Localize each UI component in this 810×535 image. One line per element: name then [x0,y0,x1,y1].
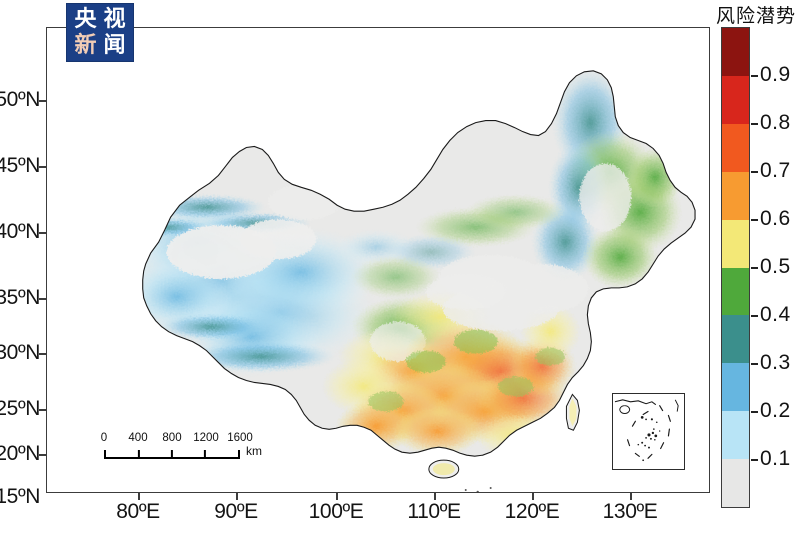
y-axis-label-30n: 30ºN [0,341,40,364]
logo-char-shi: 视 [103,7,126,32]
scale-bar-ruler [104,450,240,459]
y-axis-label-15n: 15ºN [0,485,40,508]
scale-bar-label-1200: 1200 [193,432,219,444]
colorbar-tick-03 [751,363,758,365]
colorbar-tick-06 [751,219,758,221]
y-axis-label-50n: 50ºN [0,88,40,111]
colorbar-swatch-6 [722,315,749,364]
scale-bar-tick-400 [137,450,141,459]
colorbar-label-07: 0.7 [760,159,791,182]
x-axis-label-80e: 80ºE [116,500,160,523]
y-tick-50n [39,100,46,102]
colorbar-tick-05 [751,267,758,269]
colorbar-swatch-1 [722,75,749,124]
x-tick-80e [138,493,140,500]
x-axis-label-90e: 90ºE [214,500,258,523]
colorbar-tick-09 [751,75,758,77]
colorbar-title: 风险潜势 [716,5,797,27]
colorbar-label-06: 0.6 [760,207,791,230]
y-axis-label-20n: 20ºN [0,442,40,465]
colorbar-swatch-8 [722,411,749,460]
colorbar-label-03: 0.3 [760,351,791,374]
south-china-sea-inset [612,393,685,470]
colorbar [721,27,750,508]
colorbar-label-05: 0.5 [760,255,791,278]
x-axis-label-120e: 120ºE [504,500,560,523]
scale-bar-label-400: 400 [128,432,148,444]
x-axis-label-100e: 100ºE [308,500,364,523]
x-tick-120e [532,493,534,500]
scale-bar-unit: km [246,444,262,458]
y-axis-label-25n: 25ºN [0,397,40,420]
y-axis-label-40n: 40ºN [0,220,40,243]
colorbar-swatch-2 [722,123,749,172]
scale-bar-tick-800 [170,450,174,459]
y-tick-45n [39,166,46,168]
logo-char-wen: 闻 [103,33,126,58]
x-axis-label-110e: 110ºE [407,500,461,523]
colorbar-tick-02 [751,411,758,413]
colorbar-label-04: 0.4 [760,303,791,326]
scale-bar-label-800: 800 [162,432,182,444]
colorbar-tick-08 [751,123,758,125]
y-tick-35n [39,298,46,300]
scale-bar-labels: 0 400 800 1200 1600 [100,432,253,447]
logo-char-xin: 新 [74,33,97,58]
colorbar-swatch-4 [722,219,749,268]
colorbar-swatch-9 [722,459,749,507]
scale-bar-label-0: 0 [100,432,108,444]
y-tick-20n [39,454,46,456]
x-tick-90e [236,493,238,500]
colorbar-label-02: 0.2 [760,399,791,422]
colorbar-label-01: 0.1 [760,447,791,470]
colorbar-tick-01 [751,459,758,461]
logo-char-yang: 央 [74,7,97,32]
scale-bar-label-1600: 1600 [227,432,253,444]
colorbar-swatch-7 [722,363,749,412]
y-tick-40n [39,232,46,234]
x-tick-100e [336,493,338,500]
colorbar-tick-07 [751,171,758,173]
y-axis-label-45n: 45ºN [0,154,40,177]
cctv-news-logo: 央 视 新 闻 [66,3,134,62]
scale-bar: 0 400 800 1200 1600 km [100,432,262,459]
colorbar-tick-04 [751,315,758,317]
scale-bar-tick-1200 [203,450,207,459]
colorbar-swatch-0 [722,28,749,76]
colorbar-label-08: 0.8 [760,111,791,134]
map-panel [46,27,710,493]
x-tick-110e [434,493,436,500]
x-axis-label-130e: 130ºE [602,500,658,523]
y-tick-25n [39,409,46,411]
colorbar-swatch-3 [722,171,749,220]
risk-potential-raster [47,28,709,492]
colorbar-label-09: 0.9 [760,63,791,86]
y-tick-30n [39,353,46,355]
x-tick-130e [630,493,632,500]
colorbar-swatch-5 [722,267,749,316]
y-axis-label-35n: 35ºN [0,286,40,309]
